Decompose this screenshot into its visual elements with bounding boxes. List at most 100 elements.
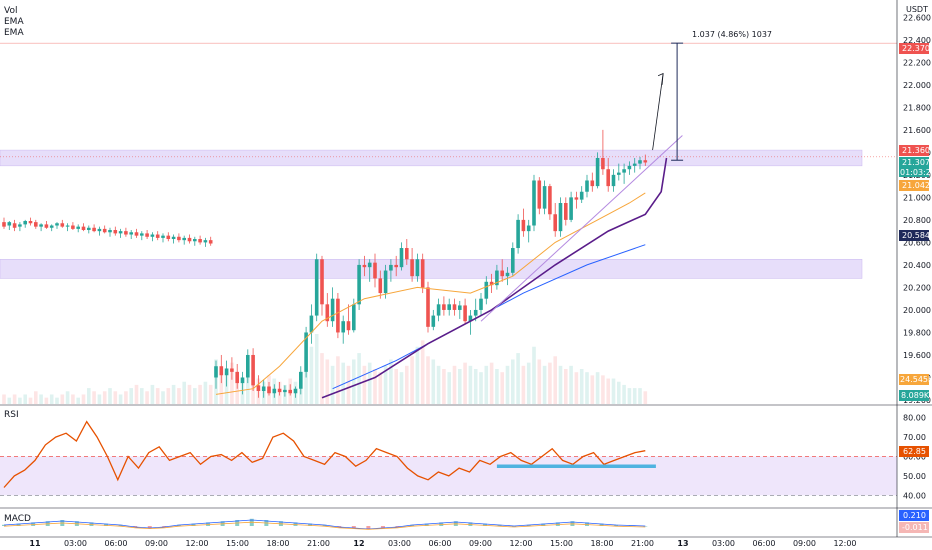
volume-bar xyxy=(532,346,536,404)
currency-label: USDT xyxy=(906,5,928,14)
candle xyxy=(65,225,70,227)
macd-bar xyxy=(599,523,604,526)
volume-bar xyxy=(39,394,43,404)
volume-bar xyxy=(516,353,520,404)
candle xyxy=(92,227,96,232)
candle xyxy=(18,224,22,227)
candle xyxy=(177,236,181,241)
volume-bar xyxy=(34,391,38,404)
tag-macd-a: 0.210 xyxy=(899,510,929,521)
volume-bar xyxy=(632,388,637,404)
svg-text:20.584: 20.584 xyxy=(902,231,930,240)
rsi-pane[interactable] xyxy=(0,420,897,496)
candle xyxy=(505,272,510,277)
volume-bar xyxy=(638,388,642,404)
candle xyxy=(182,237,186,241)
candle xyxy=(420,259,425,288)
candle xyxy=(208,240,213,244)
candle xyxy=(299,371,303,389)
candle xyxy=(193,239,197,242)
volume-bar xyxy=(145,391,149,404)
svg-text:24.545K: 24.545K xyxy=(900,375,932,384)
candle xyxy=(500,270,504,277)
volume-bar xyxy=(511,359,515,404)
volume-bar xyxy=(87,388,91,404)
candle xyxy=(643,160,648,163)
volume-bar xyxy=(436,365,441,404)
candle xyxy=(7,222,12,226)
rsi-tick: 40.00 xyxy=(903,491,926,500)
volume-bar xyxy=(118,394,123,404)
macd-signal-line xyxy=(3,521,646,530)
candle xyxy=(468,315,473,322)
svg-text:0.210: 0.210 xyxy=(903,511,926,520)
volume-bar xyxy=(362,365,367,404)
volume-bar xyxy=(489,362,494,404)
volume-bar xyxy=(161,391,165,404)
volume-bar xyxy=(71,394,75,404)
volume-bar xyxy=(542,365,547,404)
volume-bar xyxy=(76,397,80,404)
volume-bar xyxy=(12,394,17,404)
candle xyxy=(267,386,271,394)
candle xyxy=(129,232,133,235)
volume-bar xyxy=(378,372,383,404)
price-tick: 20.400 xyxy=(903,261,931,270)
candle xyxy=(71,225,75,229)
candle xyxy=(230,368,234,372)
volume-bar xyxy=(579,369,584,404)
tag-target: 22.370 xyxy=(899,43,930,54)
candle xyxy=(336,298,340,333)
candle xyxy=(288,389,292,394)
candle xyxy=(579,191,584,200)
price-pane[interactable] xyxy=(0,42,897,404)
volume-bar xyxy=(346,365,351,404)
candle xyxy=(320,259,324,305)
candle xyxy=(2,222,6,227)
candle xyxy=(601,157,605,170)
legend-ema-1: EMA xyxy=(4,17,24,27)
volume-bar xyxy=(558,365,563,404)
macd-bar xyxy=(380,526,385,529)
macd-bar xyxy=(308,523,313,526)
time-tick: 18:00 xyxy=(266,539,289,548)
macd-bar xyxy=(424,523,429,526)
volume-bar xyxy=(304,356,308,404)
candle xyxy=(484,281,489,299)
candle xyxy=(352,304,356,331)
candle xyxy=(277,388,282,393)
volume-bar xyxy=(235,375,239,404)
candle xyxy=(293,388,298,394)
svg-text:21.307: 21.307 xyxy=(902,158,930,167)
volume-bar xyxy=(140,388,144,404)
volume-bar xyxy=(166,388,171,404)
time-tick: 03:00 xyxy=(712,539,735,548)
price-tick: 19.600 xyxy=(903,351,931,360)
volume-bar xyxy=(60,394,65,404)
candle xyxy=(304,332,308,372)
candle xyxy=(34,222,38,227)
tag-current: 21.360 xyxy=(899,145,930,156)
volume-bar xyxy=(484,365,489,404)
candle xyxy=(611,174,616,187)
time-tick: 11 xyxy=(29,539,41,548)
candle xyxy=(150,234,155,237)
macd-bar xyxy=(366,526,371,530)
macd-pane[interactable] xyxy=(2,518,648,530)
volume-bar xyxy=(320,353,324,404)
candle xyxy=(452,304,457,310)
svg-text:-0.011: -0.011 xyxy=(902,523,928,532)
candle xyxy=(638,160,642,164)
tag-macd-b: -0.011 xyxy=(899,522,929,533)
volume-bar xyxy=(44,397,49,404)
candle xyxy=(39,224,43,227)
volume-bar xyxy=(526,362,531,404)
volume-bar xyxy=(124,391,128,404)
price-tick: 21.000 xyxy=(903,193,931,202)
candle xyxy=(309,315,314,333)
volume-bar xyxy=(405,365,409,404)
volume-bar xyxy=(420,340,425,404)
candle xyxy=(537,180,542,209)
volume-bar xyxy=(81,394,86,404)
